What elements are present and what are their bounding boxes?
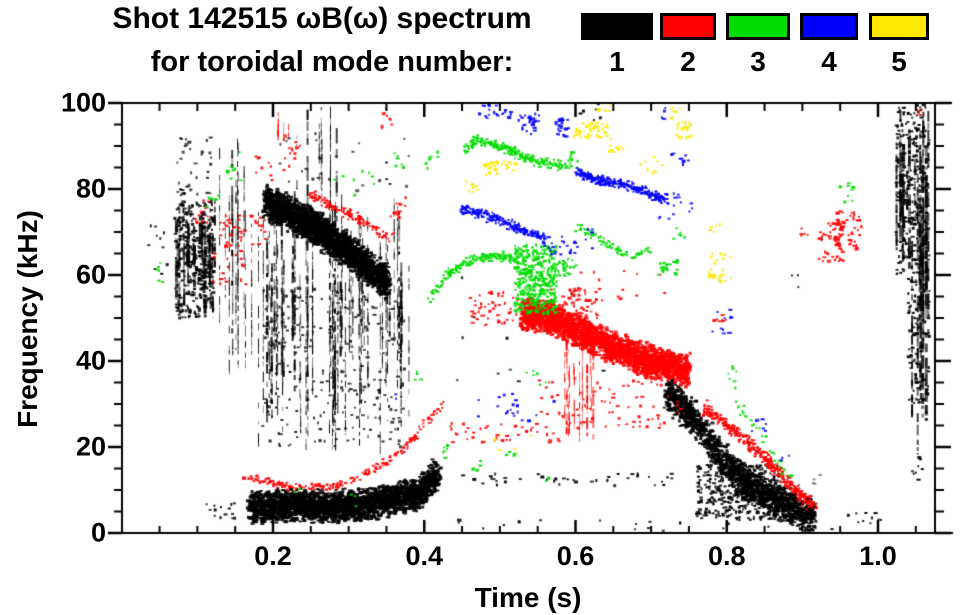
legend-label-n4: 4 — [821, 46, 837, 77]
y-tick-label: 80 — [75, 173, 106, 204]
x-tick-label: 0.2 — [254, 541, 292, 571]
legend-swatch-n2 — [660, 13, 716, 40]
legend-label-n1: 1 — [609, 46, 625, 77]
chart-title: Shot 142515 ωB(ω) spectrum — [112, 2, 532, 35]
y-axis-title: Frequency (kHz) — [12, 210, 43, 428]
x-tick-label: 0.8 — [707, 541, 746, 571]
legend-label-n2: 2 — [680, 46, 696, 77]
legend-swatch-n5 — [869, 13, 929, 40]
x-axis-title: Time (s) — [474, 582, 582, 613]
legend-swatch-n1 — [581, 13, 653, 40]
chart-subtitle: for toroidal mode number: — [150, 46, 514, 78]
legend-swatch-n4 — [800, 13, 858, 40]
y-tick-label: 0 — [90, 517, 106, 548]
y-tick-label: 100 — [60, 87, 106, 118]
legend-swatch-n3 — [726, 13, 790, 40]
y-tick-label: 20 — [75, 431, 106, 462]
legend-label-n3: 3 — [750, 46, 766, 77]
y-tick-label: 60 — [75, 259, 106, 290]
x-tick-label: 0.4 — [405, 541, 444, 571]
x-tick-label: 1.0 — [859, 541, 897, 571]
y-tick-label: 40 — [75, 345, 106, 376]
legend-label-n5: 5 — [891, 46, 907, 77]
x-tick-label: 0.6 — [556, 541, 595, 571]
